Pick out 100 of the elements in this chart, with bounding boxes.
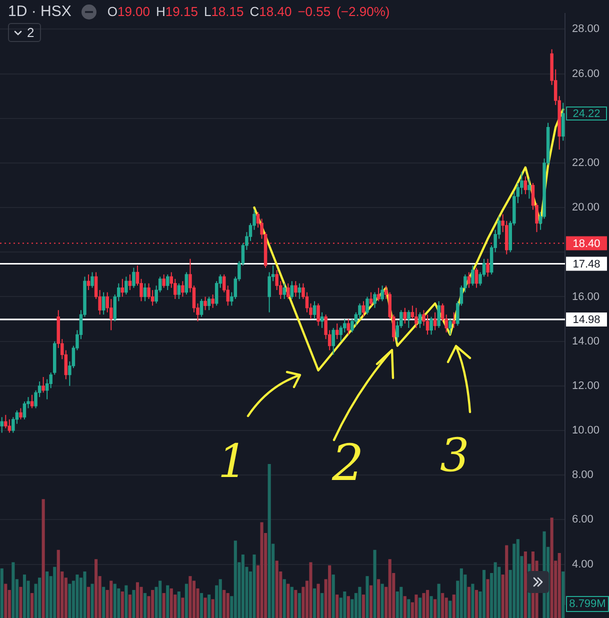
bar (346, 596, 350, 618)
bar (22, 574, 26, 618)
bar (56, 550, 60, 618)
annotation: 2 (27, 24, 34, 41)
bar (396, 591, 399, 618)
bar (403, 596, 406, 618)
text: 8.799M (566, 596, 609, 612)
bar (4, 584, 8, 618)
candlestick (448, 318, 452, 336)
candlestick (181, 280, 184, 298)
bar (437, 584, 440, 618)
bar (268, 464, 271, 618)
bar (380, 584, 384, 618)
bar (12, 562, 15, 618)
bar (328, 565, 332, 618)
candlestick (528, 178, 531, 200)
bar (132, 590, 136, 618)
candlestick (177, 282, 181, 300)
bar (558, 552, 561, 618)
bar (550, 518, 554, 618)
candlestick (4, 414, 8, 429)
candlestick (294, 280, 298, 298)
ref-line-label: 14.98 (572, 314, 600, 326)
bar (418, 598, 422, 618)
bar (188, 576, 192, 618)
bar (343, 591, 346, 618)
candlestick (22, 401, 26, 420)
y-tick-label: 4.00 (572, 558, 594, 570)
bar (120, 591, 124, 618)
candlestick (380, 285, 384, 302)
bar (260, 522, 264, 618)
candlestick (403, 307, 407, 324)
bar (158, 580, 162, 618)
candlestick (184, 272, 188, 296)
candlestick (143, 282, 147, 302)
candlestick (452, 312, 456, 328)
candlestick (332, 327, 335, 356)
bar (414, 594, 418, 618)
candlestick (437, 300, 440, 328)
bar (102, 586, 106, 618)
annotation: 24.22 (572, 108, 600, 120)
candlestick (124, 276, 128, 296)
bar (117, 588, 120, 618)
bar (407, 599, 410, 618)
bar (204, 598, 207, 618)
bar (332, 574, 335, 618)
bar (358, 586, 362, 618)
bar (222, 590, 226, 618)
bar (211, 599, 214, 618)
bar (362, 594, 366, 618)
candlestick (86, 274, 90, 291)
bar (151, 590, 154, 618)
bar (53, 566, 56, 618)
bar (448, 600, 452, 618)
candlestick (102, 292, 106, 316)
y-tick-label: 10.00 (572, 424, 600, 437)
y-tick-label: 26.00 (572, 68, 600, 80)
bar (42, 499, 45, 618)
candlestick (320, 312, 324, 328)
bar (162, 593, 166, 618)
bar (290, 586, 294, 618)
bar (320, 593, 324, 618)
candlestick (474, 267, 478, 288)
bar (94, 559, 98, 618)
bar (177, 591, 180, 618)
bar (218, 579, 222, 618)
chart-title: 1D · HSX (8, 3, 72, 21)
candlestick (0, 416, 4, 434)
bar (562, 571, 565, 618)
bar (467, 586, 470, 618)
candlestick (471, 265, 474, 286)
bar (110, 580, 113, 618)
bar (388, 559, 392, 618)
y-tick-label: 22.00 (572, 157, 600, 170)
bar (452, 594, 456, 618)
bar (76, 574, 79, 618)
ref-line-label: 17.48 (572, 258, 600, 270)
candlestick (207, 296, 211, 311)
candlestick (430, 316, 433, 336)
candlestick (211, 294, 214, 308)
bar (430, 596, 433, 618)
y-tick-label: 16.00 (572, 290, 600, 303)
candlestick (433, 312, 437, 331)
bar (434, 599, 437, 618)
bar (471, 584, 474, 618)
y-tick-label: 12.00 (572, 380, 600, 392)
y-tick-label: 6.00 (572, 514, 594, 526)
candlestick (120, 278, 124, 298)
candlestick (42, 376, 45, 394)
bar (286, 584, 290, 618)
candlestick (204, 296, 207, 311)
bar (113, 584, 116, 618)
candlestick (166, 274, 170, 291)
bar (366, 576, 369, 618)
candlestick (132, 267, 136, 288)
candlestick (162, 274, 166, 288)
bar (516, 539, 520, 618)
bar (19, 586, 22, 618)
bar (400, 586, 403, 618)
bar (170, 588, 173, 618)
